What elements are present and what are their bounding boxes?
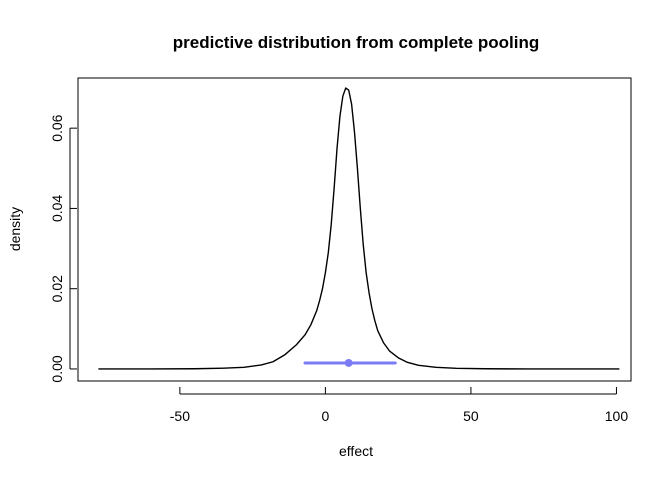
- point-estimate: [344, 358, 353, 367]
- series-layer: [98, 87, 620, 370]
- x-tick-label: 0: [321, 408, 329, 424]
- y-tick-label: 0.06: [49, 114, 65, 141]
- y-axis: 0.00 0.02 0.04 0.06: [49, 114, 77, 383]
- y-axis-label: density: [7, 207, 23, 251]
- plot-frame: [77, 77, 632, 382]
- x-tick-label: 50: [463, 408, 479, 424]
- interval-layer: [303, 358, 397, 367]
- x-tick-label: 100: [605, 408, 629, 424]
- y-tick-label: 0.02: [49, 275, 65, 302]
- x-axis-label: effect: [339, 443, 373, 459]
- x-axis: -50 0 50 100: [170, 387, 629, 424]
- x-tick-label: -50: [170, 408, 190, 424]
- chart-title: predictive distribution from complete po…: [173, 33, 539, 52]
- density-line: [98, 87, 620, 370]
- y-tick-label: 0.00: [49, 355, 65, 382]
- y-tick-label: 0.04: [49, 195, 65, 222]
